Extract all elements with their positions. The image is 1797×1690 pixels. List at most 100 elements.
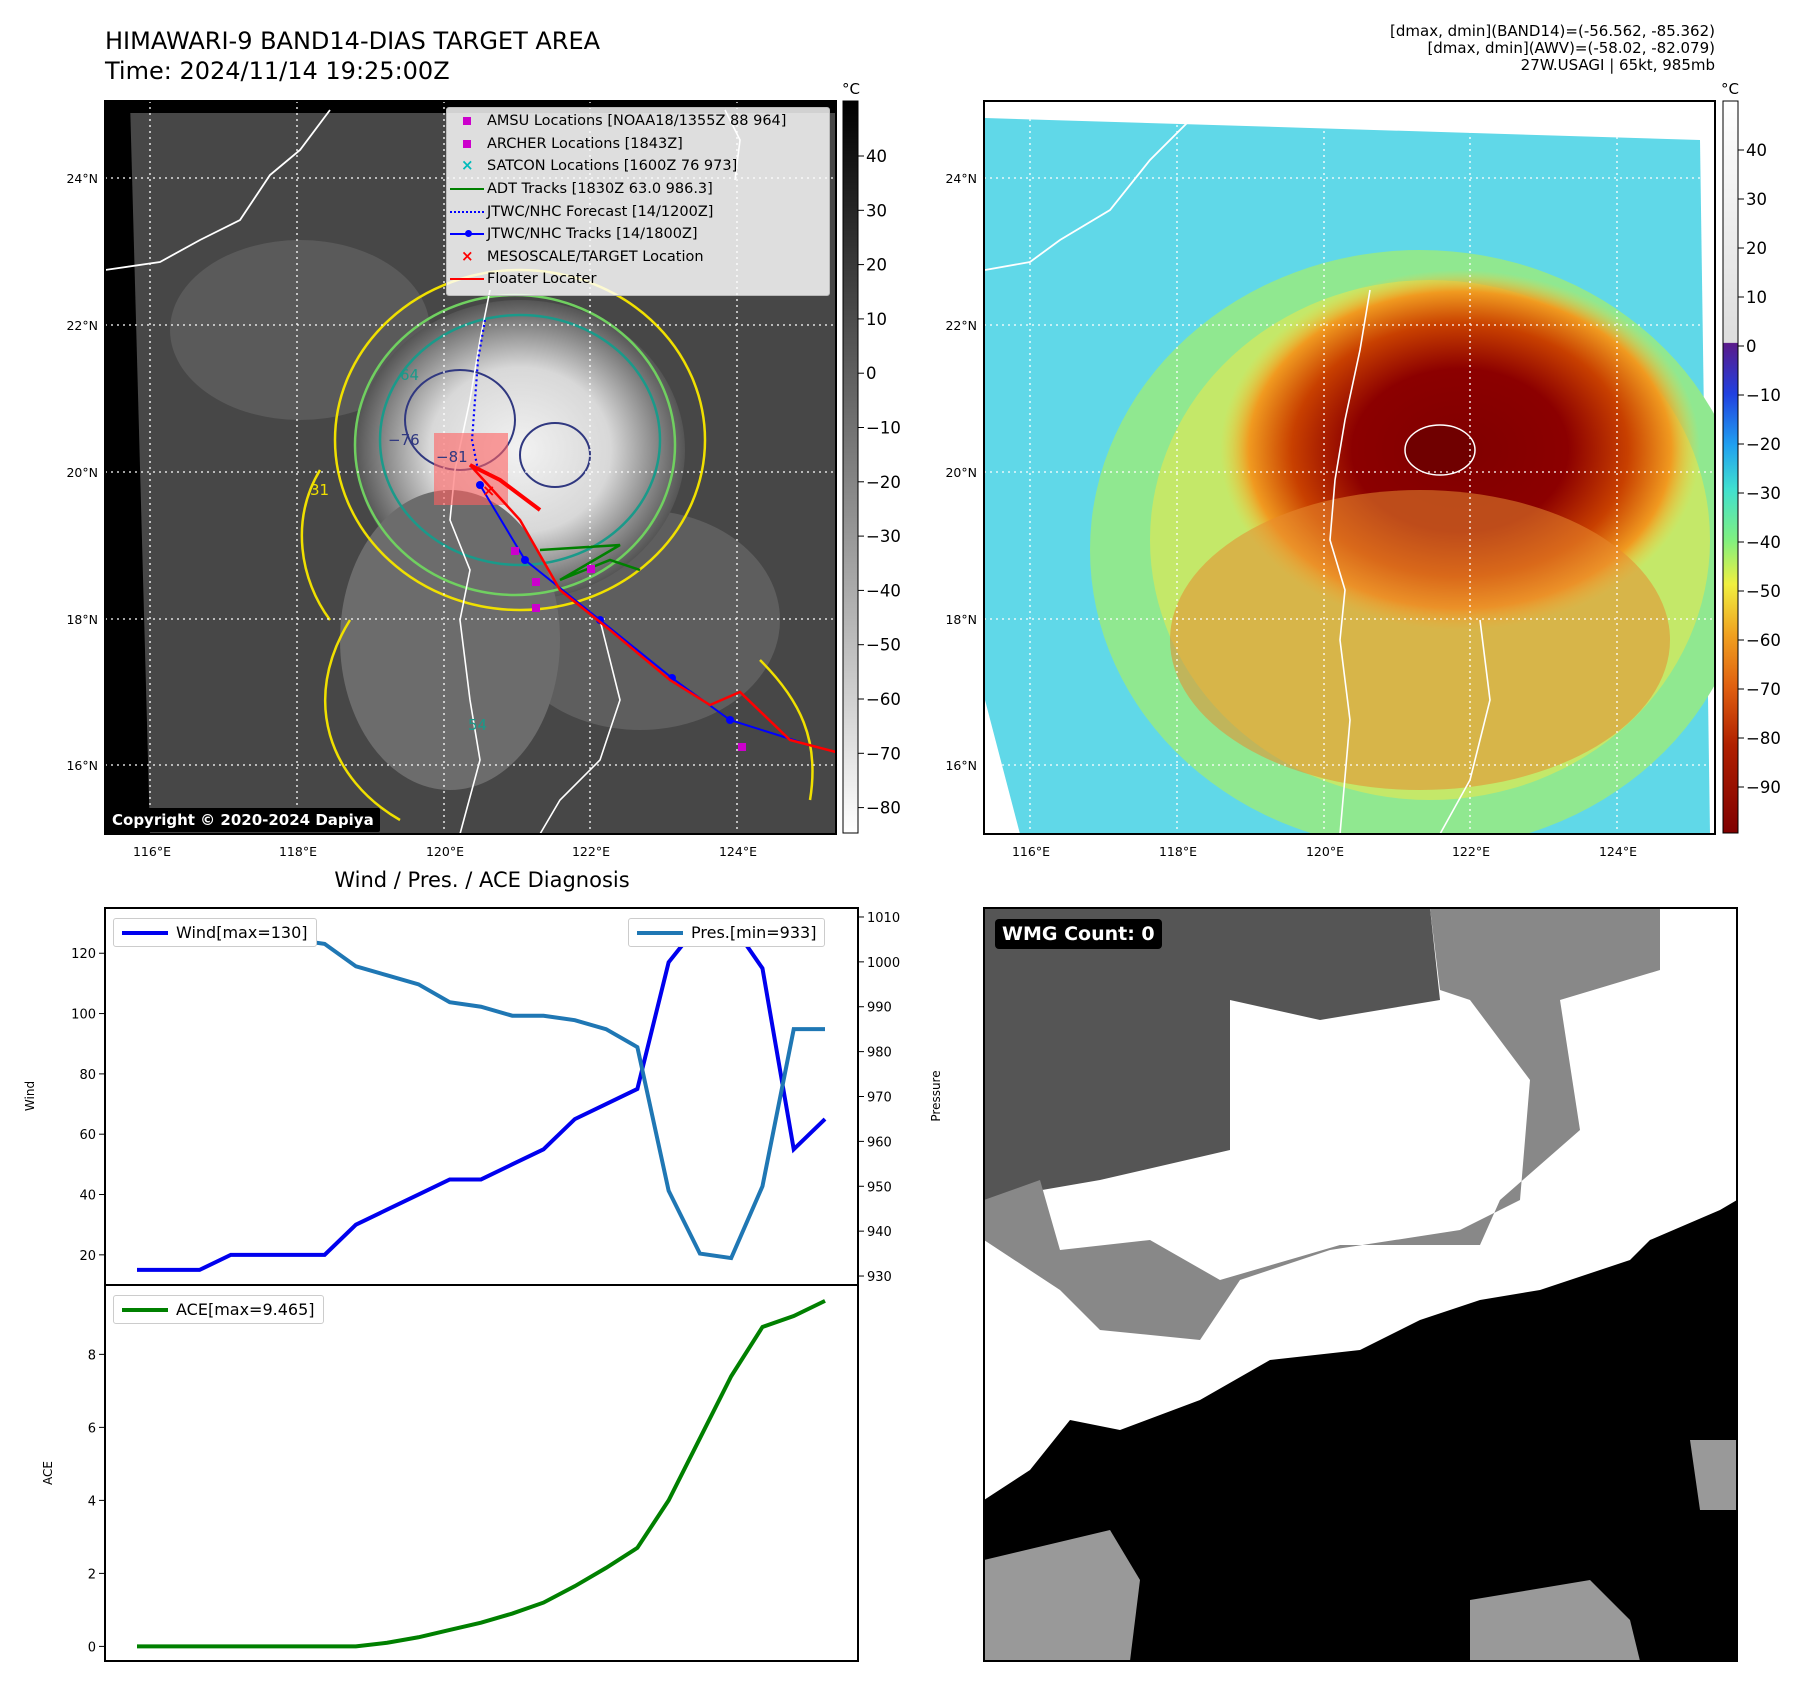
lat-tick-label: 24°N: [66, 171, 98, 186]
pressure-tick-label: 990: [867, 1001, 892, 1016]
contour-label-81: −81: [436, 448, 468, 466]
wind-tick-label: 40: [79, 1189, 96, 1204]
colorbar-right-gradient: [1722, 100, 1739, 834]
wmg-panel: [984, 908, 1737, 1661]
colorbar-tick-label: −30: [866, 527, 901, 546]
colorbar-tick-label: −70: [866, 744, 901, 763]
legend-symbol-x: ×: [461, 156, 474, 175]
legend-symbol-line-dot: [447, 223, 487, 245]
contour-teal: [378, 313, 662, 567]
map-legend-item: ARCHER Locations [1843Z]: [447, 133, 829, 156]
jtwc-forecast-track: [470, 319, 487, 471]
lat-tick-label: 20°N: [945, 465, 977, 480]
contour-band: [759, 659, 814, 801]
map-left-ticks: 24°N 22°N 20°N 18°N 16°N 116°E 118°E 120…: [66, 171, 757, 859]
map-legend-label: AMSU Locations [NOAA18/1355Z 88 964]: [487, 113, 787, 130]
pressure-tick-label: 1010: [867, 911, 900, 926]
colorbar-left-unit: °C: [842, 80, 860, 98]
wmg-count-badge: WMG Count: 0: [995, 919, 1162, 949]
lon-tick-label: 116°E: [1012, 844, 1050, 859]
copyright-badge: Copyright © 2020-2024 Dapiya: [106, 808, 380, 832]
meta-line-band14: [dmax, dmin](BAND14)=(-56.562, -85.362): [1390, 22, 1715, 40]
lat-tick-label: 22°N: [66, 318, 98, 333]
colorbar-tick-label: −20: [866, 473, 901, 492]
wind-pressure-axes: [104, 907, 859, 1286]
map-legend-label: ADT Tracks [1830Z 63.0 986.3]: [487, 181, 713, 198]
adt-track: [539, 543, 641, 582]
colorbar-tick-label: −90: [1746, 778, 1781, 797]
map-legend-item: JTWC/NHC Forecast [14/1200Z]: [447, 200, 829, 223]
lat-tick-label: 16°N: [945, 758, 977, 773]
contour-label-76: −76: [388, 431, 420, 449]
ace-axes: [104, 1284, 859, 1662]
legend-symbol-line: [447, 178, 487, 200]
legend-ace-swatch: [122, 1307, 168, 1312]
lat-tick-label: 24°N: [945, 171, 977, 186]
legend-pressure: Pres.[min=933]: [628, 918, 826, 947]
wind-tick-label: 20: [79, 1249, 96, 1264]
wmg-lightgray-region: [1690, 1440, 1737, 1510]
lon-tick-label: 120°E: [1306, 844, 1344, 859]
pressure-axis-ticks: 930 940 950 960 970 980 990 1000 1010: [858, 911, 900, 1285]
colorbar-left-gradient: [842, 100, 859, 834]
colorbar-left: [842, 100, 859, 834]
target-marker-x: ×: [482, 481, 495, 500]
pressure-tick-label: 960: [867, 1135, 892, 1150]
ace-tick-label: 0: [88, 1640, 96, 1655]
wind-tick-label: 100: [71, 1008, 96, 1023]
contour-label-54: 54: [468, 716, 487, 734]
colorbar-tick-label: −30: [1746, 484, 1781, 503]
colorbar-tick-label: 30: [1746, 190, 1767, 209]
colorbar-tick-label: −50: [866, 636, 901, 655]
map-eye: [1404, 424, 1476, 476]
colorbar-tick-label: 40: [1746, 141, 1767, 160]
pressure-tick-label: 940: [867, 1225, 892, 1240]
archer-amsu-markers: [511, 547, 746, 751]
coastline-china-right: [984, 109, 1201, 271]
meta-line-storm: 27W.USAGI | 65kt, 985mb: [1520, 56, 1715, 74]
colorbar-tick-label: −20: [1746, 435, 1781, 454]
enhanced-map-panel: [984, 101, 1715, 834]
legend-ace-label: ACE[max=9.465]: [176, 1300, 315, 1319]
ace-tick-label: 8: [88, 1348, 96, 1363]
wmg-black-region: [984, 1200, 1737, 1661]
pressure-tick-label: 970: [867, 1091, 892, 1106]
map-spiral-band: [1170, 490, 1670, 790]
colorbar-tick-label: −80: [1746, 729, 1781, 748]
diagnosis-chart-title: Wind / Pres. / ACE Diagnosis: [334, 868, 629, 892]
colorbar-tick-label: 0: [1746, 337, 1757, 356]
ace-axis-ticks: 0 2 4 6 8: [88, 1348, 105, 1655]
lat-tick-label: 22°N: [945, 318, 977, 333]
map-legend-label: JTWC/NHC Forecast [14/1200Z]: [487, 203, 714, 220]
lon-tick-label: 124°E: [719, 844, 757, 859]
map-legend-item: × MESOSCALE/TARGET Location: [447, 246, 829, 269]
spiral-band: [340, 490, 560, 790]
page-title: HIMAWARI-9 BAND14-DIAS TARGET AREA: [105, 27, 601, 55]
pressure-tick-label: 1000: [867, 956, 900, 971]
coastline-luzon: [449, 289, 491, 834]
ace-tick-label: 4: [88, 1494, 96, 1509]
ace-line: [137, 1299, 826, 1649]
wmg-frame: [983, 907, 1738, 1662]
colorbar-tick-label: 0: [866, 364, 877, 383]
floater-locater-track: [469, 464, 836, 754]
legend-wind-label: Wind[max=130]: [176, 923, 308, 942]
page-time: Time: 2024/11/14 19:25:00Z: [105, 57, 450, 85]
colorbar-tick-label: −50: [1746, 582, 1781, 601]
colorbar-tick-label: −60: [866, 690, 901, 709]
lon-tick-label: 118°E: [1159, 844, 1197, 859]
colorbar-tick-label: 40: [866, 147, 887, 166]
lon-tick-label: 122°E: [572, 844, 610, 859]
colorbar-tick-label: −80: [866, 799, 901, 818]
wmg-lightgray-region: [984, 1530, 1140, 1661]
legend-symbol-dotted: [447, 201, 487, 223]
legend-symbol-square: [447, 133, 487, 155]
wmg-gray-region: [984, 908, 1660, 1340]
map-legend-item: × SATCON Locations [1600Z 76 973]: [447, 155, 829, 178]
lon-tick-label: 124°E: [1599, 844, 1637, 859]
coastline-luzon-east: [539, 619, 621, 834]
wind-axis-ticks: 20 40 60 80 100 120: [71, 947, 105, 1264]
wmg-lightgray-region: [1470, 1580, 1640, 1661]
floater-locater-arrow: [469, 463, 542, 512]
series-ace: [137, 1299, 826, 1649]
